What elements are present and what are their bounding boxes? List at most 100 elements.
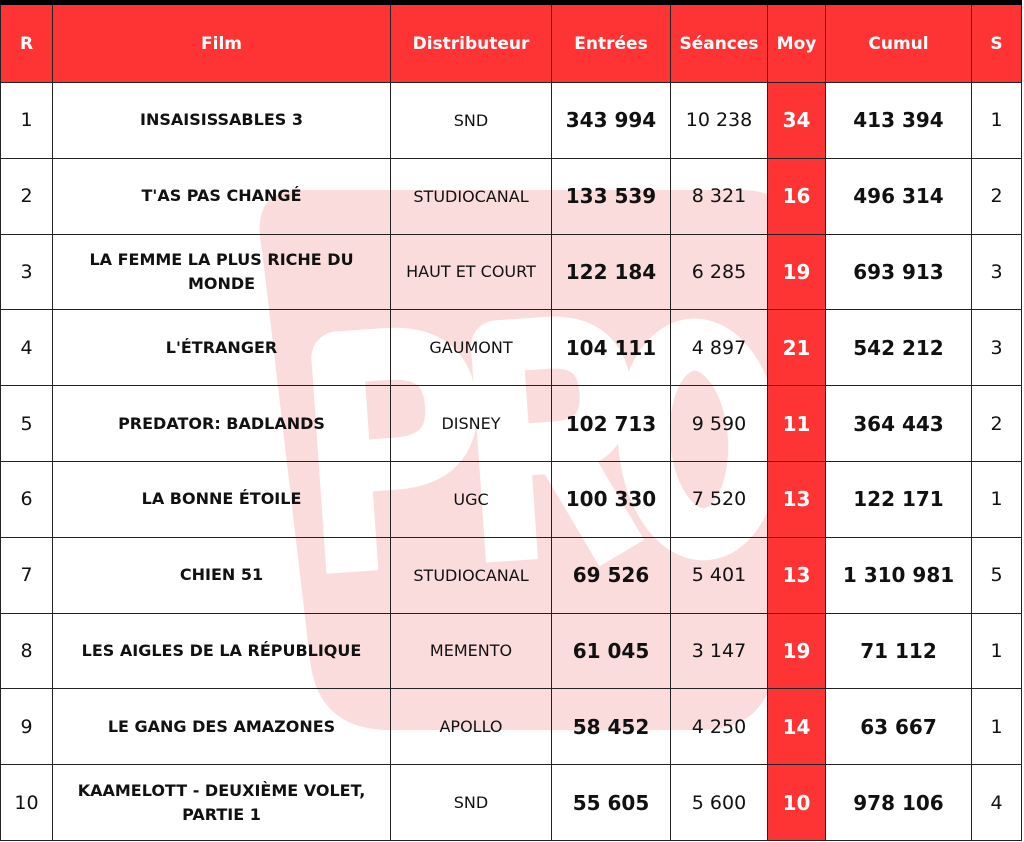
distributor-cell: UGC [390,460,552,538]
distributor-cell: HAUT ET COURT [390,233,552,311]
average-cell: 11 [767,385,826,462]
header-distributor[interactable]: Distributeur [390,2,552,83]
cumulative-cell: 122 171 [825,460,972,538]
admissions-cell: 100 330 [551,460,671,538]
admissions-cell: 58 452 [551,688,671,766]
screenings-cell: 10 238 [670,82,768,159]
rank-cell: 4 [0,309,53,387]
rank-cell: 8 [0,612,53,690]
header-film[interactable]: Film [52,2,391,83]
screenings-cell: 3 147 [670,612,768,690]
rank-cell: 1 [0,82,53,159]
distributor-cell: GAUMONT [390,309,552,387]
average-cell: 14 [767,688,826,766]
average-cell: 21 [767,309,826,387]
header-cumulative[interactable]: Cumul [825,2,972,83]
rank-cell: 5 [0,385,53,462]
table-row[interactable]: 1 INSAISISSABLES 3 SND 343 994 10 238 34 413 3… [0,82,1022,159]
distributor-cell: SND [390,764,552,841]
weeks-cell: 3 [971,233,1022,311]
header-screenings[interactable]: Séances [670,2,768,83]
film-title-cell: INSAISISSABLES 3 [52,82,391,159]
film-title-cell: KAAMELOTT - DEUXIÈME VOLET, PARTIE 1 [52,764,391,841]
film-title-cell: LES AIGLES DE LA RÉPUBLIQUE [52,612,391,690]
admissions-cell: 343 994 [551,82,671,159]
cumulative-cell: 63 667 [825,688,972,766]
screenings-cell: 4 250 [670,688,768,766]
film-title-cell: CHIEN 51 [52,536,391,614]
header-row: R Film Distributeur Entrées Séances Moy … [0,2,1022,83]
table-row[interactable]: 6 LA BONNE ÉTOILE UGC 100 330 7 520 13 122 171… [0,460,1022,538]
cumulative-cell: 693 913 [825,233,972,311]
cumulative-cell: 978 106 [825,764,972,841]
weeks-cell: 3 [971,309,1022,387]
cumulative-cell: 364 443 [825,385,972,462]
film-title-cell: T'AS PAS CHANGÉ [52,157,391,235]
screenings-cell: 5 600 [670,764,768,841]
average-cell: 13 [767,460,826,538]
rank-cell: 10 [0,764,53,841]
header-weeks[interactable]: S [971,2,1022,83]
table-row[interactable]: 2 T'AS PAS CHANGÉ STUDIOCANAL 133 539 8 321 1… [0,157,1022,235]
cumulative-cell: 542 212 [825,309,972,387]
table-row[interactable]: 7 CHIEN 51 STUDIOCANAL 69 526 5 401 13 1 310 9… [0,536,1022,614]
average-cell: 19 [767,233,826,311]
cumulative-cell: 1 310 981 [825,536,972,614]
screenings-cell: 6 285 [670,233,768,311]
weeks-cell: 4 [971,764,1022,841]
average-cell: 34 [767,82,826,159]
film-title-cell: LA FEMME LA PLUS RICHE DU MONDE [52,233,391,311]
screenings-cell: 5 401 [670,536,768,614]
distributor-cell: STUDIOCANAL [390,536,552,614]
admissions-cell: 102 713 [551,385,671,462]
weeks-cell: 1 [971,688,1022,766]
screenings-cell: 7 520 [670,460,768,538]
cumulative-cell: 496 314 [825,157,972,235]
film-title-cell: L'ÉTRANGER [52,309,391,387]
header-admissions[interactable]: Entrées [551,2,671,83]
average-cell: 10 [767,764,826,841]
admissions-cell: 104 111 [551,309,671,387]
film-title-cell: LE GANG DES AMAZONES [52,688,391,766]
admissions-cell: 55 605 [551,764,671,841]
average-cell: 16 [767,157,826,235]
admissions-cell: 61 045 [551,612,671,690]
table-row[interactable]: 5 PREDATOR: BADLANDS DISNEY 102 713 9 590 11 3… [0,385,1022,462]
distributor-cell: MEMENTO [390,612,552,690]
weeks-cell: 1 [971,612,1022,690]
film-title-cell: LA BONNE ÉTOILE [52,460,391,538]
cumulative-cell: 413 394 [825,82,972,159]
weeks-cell: 2 [971,157,1022,235]
table-row[interactable]: 9 LE GANG DES AMAZONES APOLLO 58 452 4 250 14… [0,688,1022,766]
rank-cell: 9 [0,688,53,766]
table-row[interactable]: 4 L'ÉTRANGER GAUMONT 104 111 4 897 21 542 212 3 [0,309,1022,387]
admissions-cell: 69 526 [551,536,671,614]
weeks-cell: 1 [971,460,1022,538]
distributor-cell: STUDIOCANAL [390,157,552,235]
screenings-cell: 9 590 [670,385,768,462]
average-cell: 19 [767,612,826,690]
screenings-cell: 4 897 [670,309,768,387]
weeks-cell: 1 [971,82,1022,159]
cumulative-cell: 71 112 [825,612,972,690]
weeks-cell: 5 [971,536,1022,614]
average-cell: 13 [767,536,826,614]
admissions-cell: 133 539 [551,157,671,235]
table-row[interactable]: 8 LES AIGLES DE LA RÉPUBLIQUE MEMENTO 61 04… [0,612,1022,690]
weeks-cell: 2 [971,385,1022,462]
rank-cell: 7 [0,536,53,614]
distributor-cell: APOLLO [390,688,552,766]
rank-cell: 6 [0,460,53,538]
table-row[interactable]: 3 LA FEMME LA PLUS RICHE DU MONDE HAUT ET … [0,233,1022,311]
table-row[interactable]: 10 KAAMELOTT - DEUXIÈME VOLET, PARTIE 1 SN… [0,764,1022,841]
screenings-cell: 8 321 [670,157,768,235]
distributor-cell: SND [390,82,552,159]
header-average[interactable]: Moy [767,2,826,83]
rank-cell: 2 [0,157,53,235]
distributor-cell: DISNEY [390,385,552,462]
header-rank[interactable]: R [0,2,53,83]
admissions-cell: 122 184 [551,233,671,311]
film-title-cell: PREDATOR: BADLANDS [52,385,391,462]
rank-cell: 3 [0,233,53,311]
